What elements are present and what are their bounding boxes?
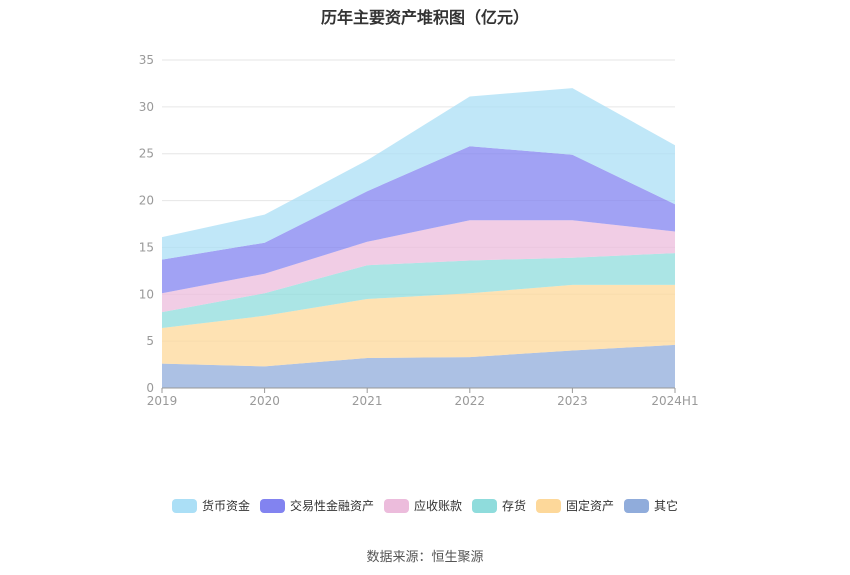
- legend-label: 固定资产: [566, 499, 615, 513]
- x-tick-label: 2019: [147, 394, 178, 408]
- legend-swatch: [472, 498, 497, 513]
- legend-swatch: [383, 498, 409, 513]
- area-交易性金融资产: [162, 146, 675, 294]
- y-tick-label: 35: [139, 53, 154, 67]
- legend-label: 其它: [654, 499, 679, 513]
- chart-legend[interactable]: 货币资金 交易性金融资产 应收账款 存货 固定资产 其它: [0, 497, 850, 514]
- area-固定资产: [162, 284, 675, 367]
- legend-label: 存货: [502, 499, 527, 513]
- stacked-area-chart: 0 5 10 15 20 25 30 35 2019 2020 2021 2022 2023 2024H1: [139, 53, 699, 408]
- legend-label: 应收账款: [413, 499, 462, 513]
- legend-item[interactable]: 存货: [472, 497, 526, 514]
- area-货币资金: [162, 88, 675, 260]
- area-存货: [162, 253, 675, 328]
- legend-item[interactable]: 货币资金: [171, 497, 250, 514]
- legend-swatch: [171, 498, 197, 513]
- legend-label: 货币资金: [201, 499, 250, 513]
- x-tick-label: 2022: [455, 394, 486, 408]
- y-tick-label: 15: [139, 240, 154, 254]
- legend-swatch: [536, 498, 562, 513]
- y-tick-label: 20: [139, 194, 154, 208]
- legend-item[interactable]: 应收账款: [383, 497, 462, 514]
- legend-item[interactable]: 其它: [624, 497, 678, 514]
- y-tick-label: 10: [139, 287, 154, 301]
- y-tick-label: 0: [146, 381, 154, 395]
- legend-item[interactable]: 固定资产: [536, 497, 614, 514]
- area-其它: [162, 344, 675, 388]
- legend-item[interactable]: 交易性金融资产: [259, 497, 374, 514]
- y-tick-label: 30: [139, 100, 154, 114]
- chart-title: 历年主要资产堆积图（亿元）: [320, 8, 529, 27]
- x-tick-label: 2020: [249, 394, 280, 408]
- axes: 0 5 10 15 20 25 30 35 2019 2020 2021 2022 2023 2024H1: [139, 53, 699, 408]
- y-tick-label: 5: [146, 334, 154, 348]
- legend-swatch: [624, 498, 650, 513]
- x-tick-label: 2024H1: [651, 394, 698, 408]
- x-tick-label: 2023: [557, 394, 588, 408]
- legend-label: 交易性金融资产: [289, 499, 374, 513]
- area-series-group: [162, 88, 675, 388]
- source-note: 数据来源：恒生聚源: [366, 550, 484, 565]
- legend-swatch: [259, 498, 285, 513]
- x-tick-label: 2021: [352, 394, 383, 408]
- y-tick-label: 25: [139, 147, 154, 161]
- area-应收账款: [162, 220, 675, 313]
